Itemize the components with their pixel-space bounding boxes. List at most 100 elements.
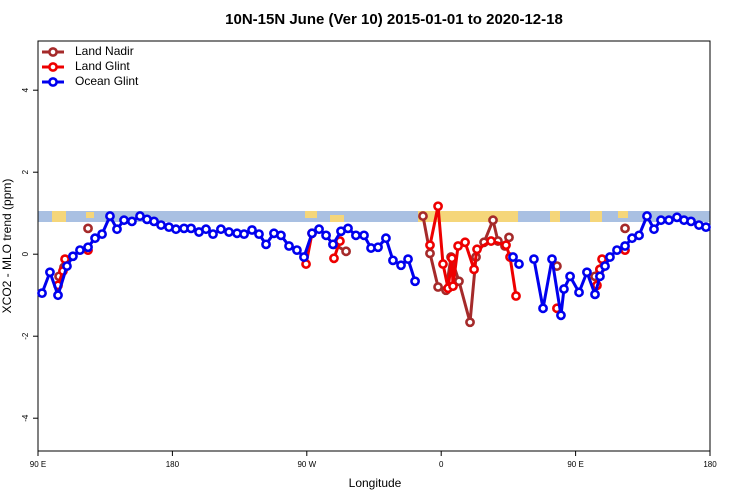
data-point xyxy=(634,230,644,241)
plot-frame xyxy=(37,40,711,452)
data-point xyxy=(433,201,443,212)
data-point xyxy=(112,224,122,235)
data-point xyxy=(425,248,435,259)
legend-label: Ocean Glint xyxy=(75,74,139,88)
data-point xyxy=(574,287,584,298)
data-point xyxy=(314,224,324,235)
data-point xyxy=(410,276,420,287)
data-point xyxy=(186,223,196,234)
data-point xyxy=(447,253,457,264)
data-point xyxy=(149,216,159,227)
data-point xyxy=(68,251,78,262)
data-point xyxy=(538,303,548,314)
data-point xyxy=(556,310,566,321)
data-point xyxy=(83,242,93,253)
data-point xyxy=(208,229,218,240)
data-point xyxy=(239,229,249,240)
x-tick-label: 180 xyxy=(703,460,717,469)
data-point xyxy=(642,211,652,221)
y-tick-label: 4 xyxy=(21,87,30,92)
data-point xyxy=(501,240,511,251)
data-point xyxy=(343,223,353,234)
data-point xyxy=(216,224,226,235)
chart-title: 10N-15N June (Ver 10) 2015-01-01 to 2020… xyxy=(225,11,563,28)
data-point xyxy=(75,245,85,255)
data-point xyxy=(105,211,115,221)
data-point xyxy=(488,215,498,226)
legend-marker xyxy=(48,62,58,72)
data-point xyxy=(620,223,630,234)
data-point xyxy=(425,240,435,251)
data-point xyxy=(664,215,674,226)
legend-marker xyxy=(48,77,58,87)
x-axis-label: Longitude xyxy=(349,476,402,490)
data-point xyxy=(247,225,257,235)
data-point xyxy=(403,254,413,265)
data-point xyxy=(433,282,443,292)
x-tick-label: 90 E xyxy=(567,460,583,469)
data-point xyxy=(201,224,211,235)
data-point xyxy=(97,229,107,240)
data-point xyxy=(156,220,166,230)
data-point xyxy=(701,222,711,233)
data-point xyxy=(605,252,615,262)
data-point xyxy=(656,215,666,226)
data-point xyxy=(448,281,458,292)
data-point xyxy=(454,276,464,287)
data-point xyxy=(307,228,317,239)
data-point xyxy=(559,284,569,294)
data-point xyxy=(90,233,100,244)
data-point xyxy=(438,259,448,269)
data-point xyxy=(171,224,181,235)
legend-marker xyxy=(48,47,58,57)
data-point xyxy=(504,232,514,243)
data-point xyxy=(119,215,129,226)
data-point xyxy=(508,252,518,262)
data-point xyxy=(600,261,610,271)
data-point xyxy=(612,245,622,255)
x-tick-label: 90 W xyxy=(297,460,316,469)
data-point xyxy=(486,236,496,246)
y-tick-label: 2 xyxy=(21,169,30,174)
data-point xyxy=(529,254,539,265)
y-tick-label: 0 xyxy=(21,251,30,256)
data-point xyxy=(686,216,696,227)
data-point xyxy=(460,237,470,248)
data-point xyxy=(472,244,482,255)
data-point xyxy=(328,239,338,250)
data-point xyxy=(329,253,339,264)
x-tick-label: 0 xyxy=(439,460,444,469)
data-point xyxy=(453,241,463,251)
data-point xyxy=(261,239,271,250)
data-point xyxy=(83,223,93,234)
y-tick-label: -4 xyxy=(21,414,30,422)
data-point xyxy=(45,267,55,278)
data-point xyxy=(351,230,361,241)
data-point xyxy=(359,230,369,241)
data-point xyxy=(595,271,605,282)
data-point xyxy=(373,242,383,253)
data-point xyxy=(299,252,309,262)
data-point xyxy=(514,259,524,269)
y-axis-label: XCO2 - MLO trend (ppm) xyxy=(0,179,14,314)
map-strip xyxy=(38,211,710,222)
data-point xyxy=(649,224,659,235)
y-tick-label: -2 xyxy=(21,332,30,340)
data-point xyxy=(127,216,137,227)
data-point xyxy=(388,255,398,266)
x-tick-label: 180 xyxy=(166,460,180,469)
x-tick-label: 90 E xyxy=(30,460,46,469)
data-point xyxy=(37,288,47,299)
legend-label: Land Glint xyxy=(75,59,130,73)
data-point xyxy=(53,290,63,301)
data-point xyxy=(321,230,331,241)
legend-label: Land Nadir xyxy=(75,44,134,58)
data-point xyxy=(62,261,72,271)
data-point xyxy=(292,245,302,255)
data-point xyxy=(547,254,557,265)
data-point xyxy=(418,211,428,221)
data-point xyxy=(224,227,234,237)
data-point xyxy=(620,241,630,251)
